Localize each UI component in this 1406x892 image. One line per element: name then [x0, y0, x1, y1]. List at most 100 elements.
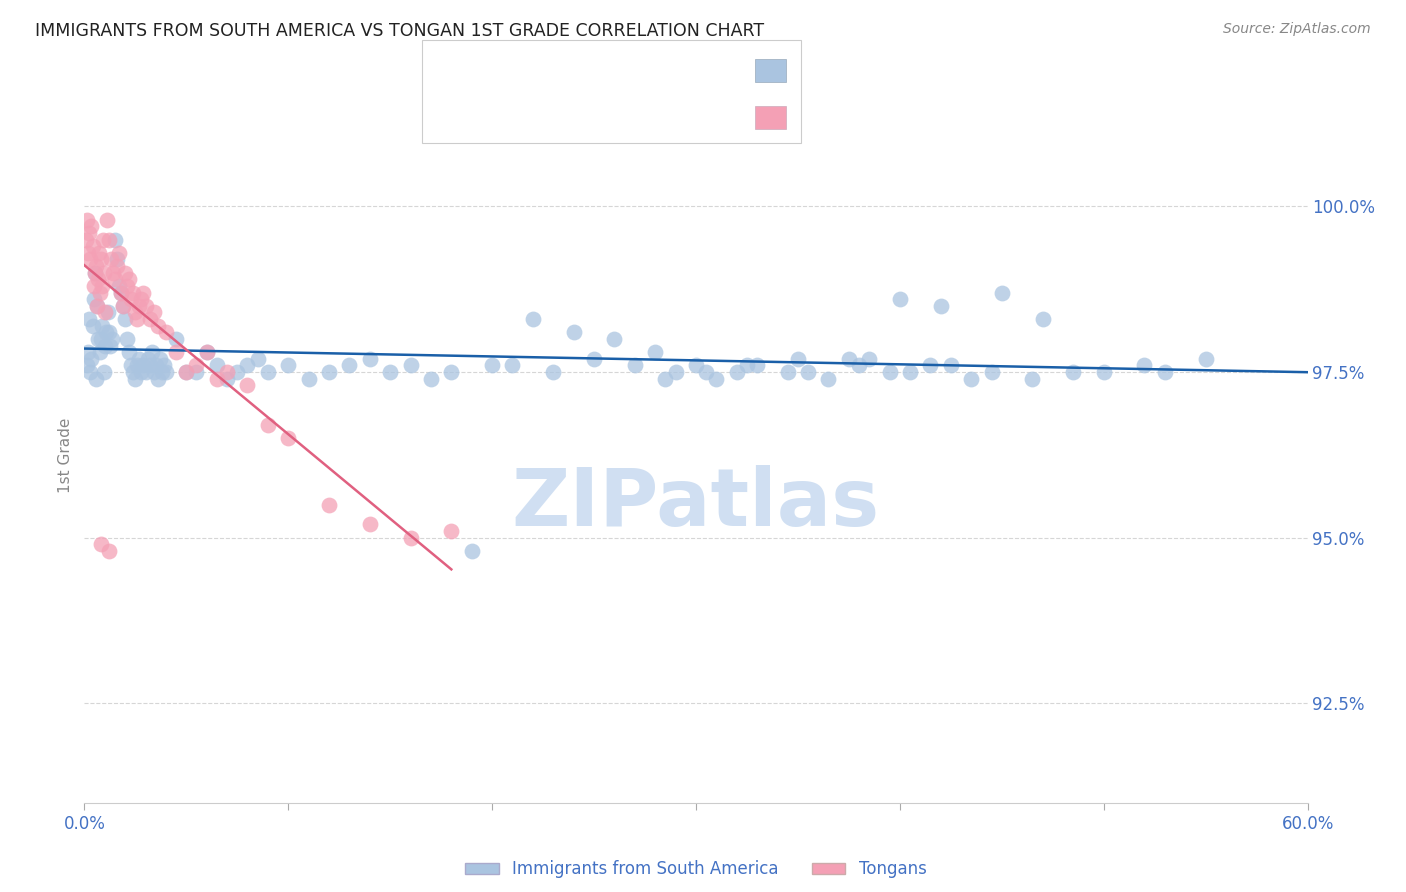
Point [132, 359, 155, 373]
Point [79, 252, 101, 267]
Point [174, 365, 197, 379]
Text: 107: 107 [633, 60, 671, 78]
Point [76, 359, 98, 373]
Point [1133, 359, 1156, 373]
Point [929, 299, 952, 313]
Point [127, 359, 149, 373]
Point [90, 279, 112, 293]
Point [77, 245, 100, 260]
Point [153, 359, 176, 373]
Point [131, 292, 153, 306]
Point [86, 272, 108, 286]
Point [205, 372, 228, 386]
Point [654, 372, 676, 386]
Point [195, 345, 218, 359]
Point [97, 305, 120, 319]
Point [84, 259, 107, 273]
Point [980, 365, 1002, 379]
Point [79, 226, 101, 240]
Point [481, 359, 503, 373]
Point [128, 299, 150, 313]
Point [155, 326, 177, 340]
Point [1062, 365, 1084, 379]
Text: N =: N = [588, 60, 619, 78]
Point [108, 279, 131, 293]
Point [664, 365, 686, 379]
Point [920, 359, 942, 373]
Point [83, 292, 105, 306]
Point [86, 332, 108, 346]
Point [1153, 365, 1175, 379]
Point [399, 531, 422, 545]
Point [77, 345, 100, 359]
Point [461, 544, 484, 558]
Point [939, 359, 962, 373]
Point [124, 305, 146, 319]
Point [150, 365, 173, 379]
Text: 0.353: 0.353 [485, 107, 541, 125]
Point [136, 351, 159, 366]
Point [318, 498, 340, 512]
Point [745, 359, 768, 373]
Point [145, 359, 167, 373]
Point [889, 292, 911, 306]
Point [142, 305, 165, 319]
Point [1195, 351, 1218, 366]
Point [146, 318, 169, 333]
Point [725, 365, 748, 379]
Point [83, 266, 105, 280]
Text: ZIPatlas: ZIPatlas [512, 465, 880, 542]
Point [440, 365, 463, 379]
Point [246, 351, 269, 366]
Point [118, 345, 141, 359]
Point [1021, 372, 1043, 386]
Point [101, 332, 124, 346]
Point [990, 285, 1012, 300]
Text: R =: R = [440, 60, 471, 78]
Point [112, 299, 135, 313]
Point [277, 431, 299, 445]
Point [90, 318, 112, 333]
Point [695, 365, 717, 379]
Point [98, 338, 121, 352]
Point [277, 359, 299, 373]
Point [122, 365, 145, 379]
Point [115, 279, 138, 293]
Point [298, 372, 321, 386]
Point [787, 351, 810, 366]
Point [79, 312, 101, 326]
Point [236, 359, 259, 373]
Text: IMMIGRANTS FROM SOUTH AMERICA VS TONGAN 1ST GRADE CORRELATION CHART: IMMIGRANTS FROM SOUTH AMERICA VS TONGAN … [35, 22, 765, 40]
Point [186, 359, 208, 373]
Point [776, 365, 799, 379]
Point [359, 517, 381, 532]
Point [135, 299, 157, 313]
Point [114, 312, 136, 326]
Point [80, 219, 103, 234]
Point [380, 365, 402, 379]
Point [93, 305, 115, 319]
Point [543, 365, 565, 379]
Point [104, 272, 127, 286]
Point [89, 285, 111, 300]
Point [75, 233, 97, 247]
Point [110, 285, 132, 300]
Point [142, 365, 165, 379]
Point [89, 345, 111, 359]
Point [155, 365, 177, 379]
Point [94, 326, 117, 340]
Point [122, 285, 145, 300]
Point [174, 365, 197, 379]
Point [83, 279, 105, 293]
Point [131, 365, 153, 379]
Point [226, 365, 249, 379]
Point [79, 365, 101, 379]
Point [108, 245, 131, 260]
Point [80, 351, 103, 366]
Point [86, 299, 108, 313]
Point [817, 372, 839, 386]
Point [90, 537, 112, 551]
Point [97, 544, 120, 558]
Point [138, 312, 160, 326]
Point [399, 359, 422, 373]
